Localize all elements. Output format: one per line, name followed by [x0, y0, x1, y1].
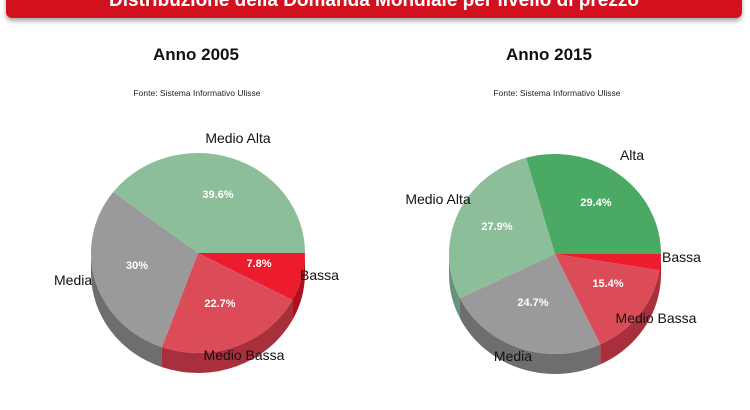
- pie-2015-value-medio-alta: 27.9%: [481, 221, 512, 233]
- pie-2005-label-medio-alta: Medio Alta: [205, 130, 271, 146]
- chart-title-2005: Anno 2005: [153, 45, 239, 64]
- chart-source-2015: Fonte: Sistema Informativo Ulisse: [493, 88, 621, 98]
- pie-2005: 7.8% 22.7% 30% 39.6% Bassa Medio Bassa Media Me…: [54, 130, 339, 373]
- pie-2015-label-alta: Alta: [620, 147, 644, 163]
- pie-2005-value-bassa: 7.8%: [246, 258, 271, 270]
- pie-2005-value-medio-bassa: 22.7%: [204, 298, 235, 310]
- pie-2015-slice-bassa: [555, 254, 661, 271]
- pie-2005-slice-medio-alta: [113, 153, 305, 253]
- pie-2005-label-bassa: Bassa: [300, 267, 339, 283]
- pie-2005-slice-media: [91, 192, 198, 348]
- pie-2015-slice-alta: [526, 154, 661, 254]
- pie-2015-label-media: Media: [494, 348, 532, 364]
- pie-2015-side-bassa: [659, 254, 661, 291]
- pie-2015-value-medio-bassa: 15.4%: [592, 278, 623, 290]
- banner-title: Distribuzione della Domanda Mondiale per…: [6, 0, 742, 18]
- pie-2015-value-media: 24.7%: [517, 297, 548, 309]
- pie-2015-side-medio-bassa: [600, 270, 660, 365]
- pie-2005-value-media: 30%: [126, 260, 148, 272]
- pie-2015-side-medio-alta: [449, 254, 460, 319]
- pie-2005-label-media: Media: [54, 272, 92, 288]
- pie-2005-value-medio-alta: 39.6%: [202, 189, 233, 201]
- pie-2015-slice-medio-alta: [448, 157, 555, 299]
- pie-2005-side-bassa: [292, 253, 305, 321]
- pie-2015-slice-media: [459, 254, 601, 354]
- pie-2005-slice-bassa: [198, 253, 305, 301]
- pie-2015: 15.4% 24.7% 27.9% 29.4% Bassa Medio Bassa Medi…: [405, 147, 701, 374]
- chart-source-2005: Fonte: Sistema Informativo Ulisse: [133, 88, 261, 98]
- pie-2015-side-media: [459, 298, 601, 374]
- pie-2005-label-medio-bassa: Medio Bassa: [204, 347, 285, 363]
- pie-2005-side-media: [90, 253, 162, 368]
- pie-2005-slice-medio-bassa: [161, 253, 293, 353]
- pie-2015-label-bassa: Bassa: [662, 249, 701, 265]
- pie-2015-label-medio-bassa: Medio Bassa: [616, 310, 697, 326]
- pie-2005-side-medio-bassa: [161, 300, 293, 373]
- pie-2015-slice-medio-bassa: [555, 254, 660, 345]
- pie-2015-label-medio-alta: Medio Alta: [405, 191, 471, 207]
- chart-title-2015: Anno 2015: [506, 45, 592, 64]
- pie-2015-value-alta: 29.4%: [580, 197, 611, 209]
